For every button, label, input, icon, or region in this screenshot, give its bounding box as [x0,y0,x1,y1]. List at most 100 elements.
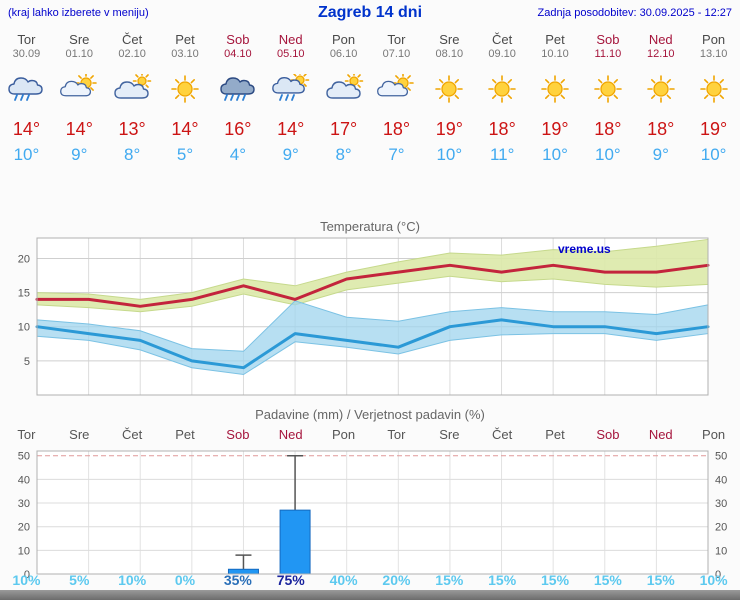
precip-day-label: Pon [702,427,726,442]
temp-min: 5° [176,145,194,164]
temp-max: 16° [224,119,252,139]
temp-min: 11° [489,145,515,164]
precip-probability: 15% [646,572,675,588]
temp-min: 10° [542,145,568,164]
day-name: Sre [69,32,90,47]
weather-icon-rain [0,61,53,108]
temp-max: 18° [594,119,622,139]
precip-probability: 15% [435,572,464,588]
temperature-chart-title: Temperatura (°C) [320,219,420,234]
precip-probability: 10% [12,572,41,588]
day-name: Pet [545,32,565,47]
day-column: Pon 06.10 17° 8° [317,32,370,168]
temp-min: 7° [388,145,405,164]
svg-text:10: 10 [18,322,30,334]
day-column: Sre 08.10 19° 10° [423,32,476,168]
precip-probability: 15% [488,572,517,588]
precip-day-label: Pet [175,427,195,442]
page-header: (kraj lahko izberete v meniju) Zagreb 14… [0,0,740,28]
location-menu-hint: (kraj lahko izberete v meniju) [8,7,149,19]
precip-probability: 35% [223,572,252,588]
day-name: Pon [332,32,356,47]
precip-day-label: Pon [332,427,356,442]
weather-icon-sunny [423,61,476,108]
day-column: Sob 04.10 16° 4° [211,32,264,168]
svg-text:20: 20 [18,253,30,265]
precip-day-label: Pet [545,427,565,442]
weather-icon-sunny [159,61,212,108]
weather-icon-heavy-rain [211,61,264,108]
temp-max: 18° [488,119,516,139]
temp-max: 18° [382,119,411,139]
day-date: 02.10 [118,48,146,60]
day-column: Pon 13.10 19° 10° [687,32,740,168]
precip-day-label: Sre [69,427,90,442]
day-date: 13.10 [699,48,728,60]
day-column: Pet 03.10 14° 5° [159,32,212,168]
day-column: Ned 12.10 18° 9° [634,32,687,168]
day-date: 05.10 [276,48,305,60]
temp-min: 9° [652,145,669,164]
day-date: 01.10 [65,48,94,60]
temp-min: 8° [124,145,141,164]
temp-max: 19° [699,119,728,139]
footer-bar [0,590,740,600]
weather-icon-sunny [529,61,582,108]
temp-max: 14° [12,119,41,139]
temp-min: 10° [13,145,40,164]
svg-text:10: 10 [18,545,30,557]
weather-icon-sunny [634,61,687,108]
weather-icon-sunny [581,61,634,108]
svg-text:30: 30 [18,498,30,510]
precip-probability: 15% [593,572,622,588]
temp-min: 9° [71,145,88,164]
svg-text:10: 10 [715,545,727,557]
page-title: Zagreb 14 dni [317,4,423,21]
day-date: 11.10 [594,48,622,60]
precip-day-label: Sob [226,427,250,442]
svg-text:0: 0 [24,569,30,581]
precipitation-bar [279,509,311,575]
precipitation-chart: 0 0 10 10 20 20 30 30 40 40 50 50 [18,450,727,581]
precipitation-probability-row: 10% 5% 10% 0% 35% 75% 40% 20% 15% 15% 15% 15% 15% 10% [0,572,740,588]
precip-day-label: Čet [122,427,143,442]
precip-probability: 75% [276,572,305,588]
day-name: Sre [439,32,460,47]
temp-max: 13° [118,119,146,139]
svg-text:40: 40 [18,474,30,486]
precipitation-chart-title: Padavine (mm) / Verjetnost padavin (%) [255,407,485,422]
precip-probability: 5% [69,572,90,588]
weather-icon-mostly-cloudy [106,61,159,108]
day-date: 04.10 [224,48,252,60]
day-name: Sob [596,32,620,47]
svg-text:30: 30 [715,498,727,510]
precip-day-label: Ned [278,427,303,442]
temp-max: 14° [171,119,199,139]
precip-probability: 15% [541,572,570,588]
day-name: Sob [226,32,250,47]
day-name: Čet [122,32,143,47]
svg-text:40: 40 [715,474,727,486]
day-column: Sob 11.10 18° 10° [581,32,634,168]
vreme-us-watermark[interactable]: vreme.us [558,242,611,256]
svg-text:0: 0 [715,569,721,581]
temperature-chart: 5 10 15 20 vreme.us [18,237,710,396]
precip-probability: 0% [174,572,196,588]
weather-icon-sun-rain [264,61,317,108]
svg-text:50: 50 [715,451,727,463]
day-date: 10.10 [541,48,569,60]
day-column: Čet 02.10 13° 8° [106,32,159,168]
day-date: 03.10 [171,48,199,60]
temp-min: 10° [595,145,621,164]
precip-day-label: Ned [648,427,673,442]
precip-probability: 40% [329,572,358,588]
forecast-days-strip: Tor 30.09 14° 10° Sre 01.10 14° 9° Čet 02.10 13° 8°… [0,32,740,168]
day-date: 06.10 [329,48,358,60]
day-name: Tor [17,32,36,47]
precip-probability: 10% [699,572,728,588]
temp-min: 10° [436,145,463,164]
day-name: Pon [702,32,726,47]
temp-max: 17° [329,119,358,139]
day-name: Ned [278,32,303,47]
day-column: Tor 07.10 18° 7° [370,32,423,168]
